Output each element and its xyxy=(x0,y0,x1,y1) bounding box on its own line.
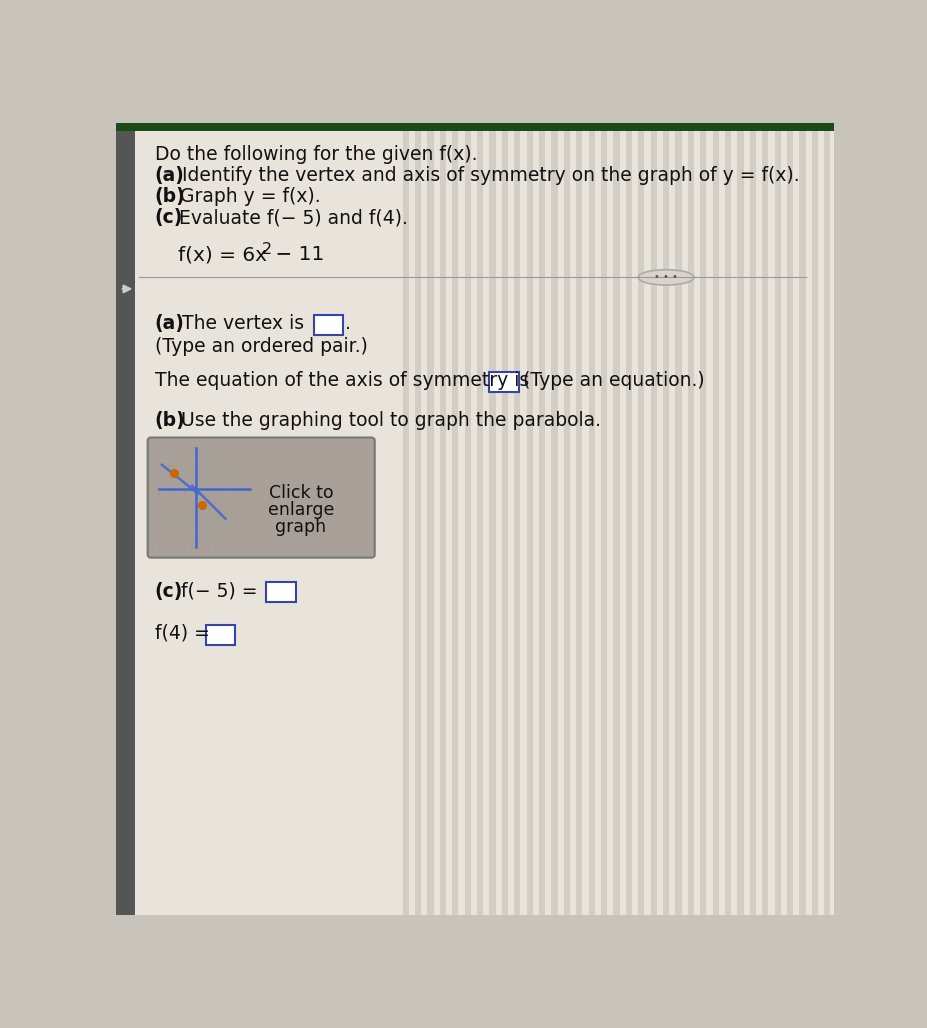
Text: (a): (a) xyxy=(155,167,184,185)
Text: enlarge: enlarge xyxy=(268,501,334,519)
FancyBboxPatch shape xyxy=(415,123,421,915)
FancyBboxPatch shape xyxy=(688,123,694,915)
FancyBboxPatch shape xyxy=(700,123,706,915)
FancyBboxPatch shape xyxy=(266,582,296,602)
FancyBboxPatch shape xyxy=(313,316,343,335)
Text: − 11: − 11 xyxy=(269,245,324,264)
Text: 2: 2 xyxy=(261,242,272,257)
FancyBboxPatch shape xyxy=(589,123,595,915)
Text: (b): (b) xyxy=(155,187,185,207)
Text: (Type an equation.): (Type an equation.) xyxy=(523,371,705,391)
FancyBboxPatch shape xyxy=(651,123,657,915)
Text: • • •: • • • xyxy=(654,272,678,283)
FancyBboxPatch shape xyxy=(502,123,508,915)
FancyBboxPatch shape xyxy=(725,123,731,915)
Text: (c): (c) xyxy=(155,208,183,227)
FancyBboxPatch shape xyxy=(206,625,235,645)
FancyBboxPatch shape xyxy=(135,123,834,915)
FancyBboxPatch shape xyxy=(737,123,743,915)
FancyBboxPatch shape xyxy=(614,123,619,915)
Text: Use the graphing tool to graph the parabola.: Use the graphing tool to graph the parab… xyxy=(175,411,601,431)
Text: The equation of the axis of symmetry is: The equation of the axis of symmetry is xyxy=(155,371,529,391)
FancyBboxPatch shape xyxy=(762,123,768,915)
Text: .: . xyxy=(345,315,351,333)
FancyBboxPatch shape xyxy=(663,123,669,915)
Text: f(− 5) =: f(− 5) = xyxy=(175,582,258,600)
FancyBboxPatch shape xyxy=(552,123,558,915)
FancyBboxPatch shape xyxy=(514,123,520,915)
FancyBboxPatch shape xyxy=(750,123,756,915)
Text: (a): (a) xyxy=(155,315,184,333)
Text: f(x) = 6x: f(x) = 6x xyxy=(178,245,267,264)
Text: f(4) =: f(4) = xyxy=(155,624,210,642)
FancyBboxPatch shape xyxy=(527,123,533,915)
Ellipse shape xyxy=(638,269,694,285)
FancyBboxPatch shape xyxy=(452,123,459,915)
Text: (c): (c) xyxy=(155,582,183,600)
FancyBboxPatch shape xyxy=(787,123,794,915)
FancyBboxPatch shape xyxy=(489,123,496,915)
FancyBboxPatch shape xyxy=(116,123,834,131)
FancyBboxPatch shape xyxy=(577,123,582,915)
Text: (Type an ordered pair.): (Type an ordered pair.) xyxy=(155,337,367,357)
FancyBboxPatch shape xyxy=(824,123,831,915)
Text: Graph y = f(x).: Graph y = f(x). xyxy=(174,187,321,207)
FancyBboxPatch shape xyxy=(713,123,718,915)
Text: Click to: Click to xyxy=(269,484,334,502)
FancyBboxPatch shape xyxy=(147,438,375,557)
FancyBboxPatch shape xyxy=(601,123,607,915)
FancyBboxPatch shape xyxy=(775,123,781,915)
FancyBboxPatch shape xyxy=(799,123,806,915)
FancyBboxPatch shape xyxy=(439,123,446,915)
FancyBboxPatch shape xyxy=(539,123,545,915)
FancyBboxPatch shape xyxy=(676,123,681,915)
FancyBboxPatch shape xyxy=(489,372,519,392)
FancyBboxPatch shape xyxy=(626,123,632,915)
FancyBboxPatch shape xyxy=(564,123,570,915)
FancyBboxPatch shape xyxy=(464,123,471,915)
FancyBboxPatch shape xyxy=(638,123,644,915)
Text: (b): (b) xyxy=(155,411,185,431)
Text: Identify the vertex and axis of symmetry on the graph of y = f(x).: Identify the vertex and axis of symmetry… xyxy=(175,167,799,185)
FancyBboxPatch shape xyxy=(427,123,434,915)
FancyBboxPatch shape xyxy=(402,123,409,915)
Text: Do the following for the given f(x).: Do the following for the given f(x). xyxy=(155,145,477,163)
FancyBboxPatch shape xyxy=(812,123,818,915)
Text: Evaluate f(− 5) and f(4).: Evaluate f(− 5) and f(4). xyxy=(173,208,408,227)
Text: graph: graph xyxy=(275,518,326,536)
FancyBboxPatch shape xyxy=(116,131,135,915)
FancyBboxPatch shape xyxy=(477,123,483,915)
Text: The vertex is: The vertex is xyxy=(175,315,304,333)
